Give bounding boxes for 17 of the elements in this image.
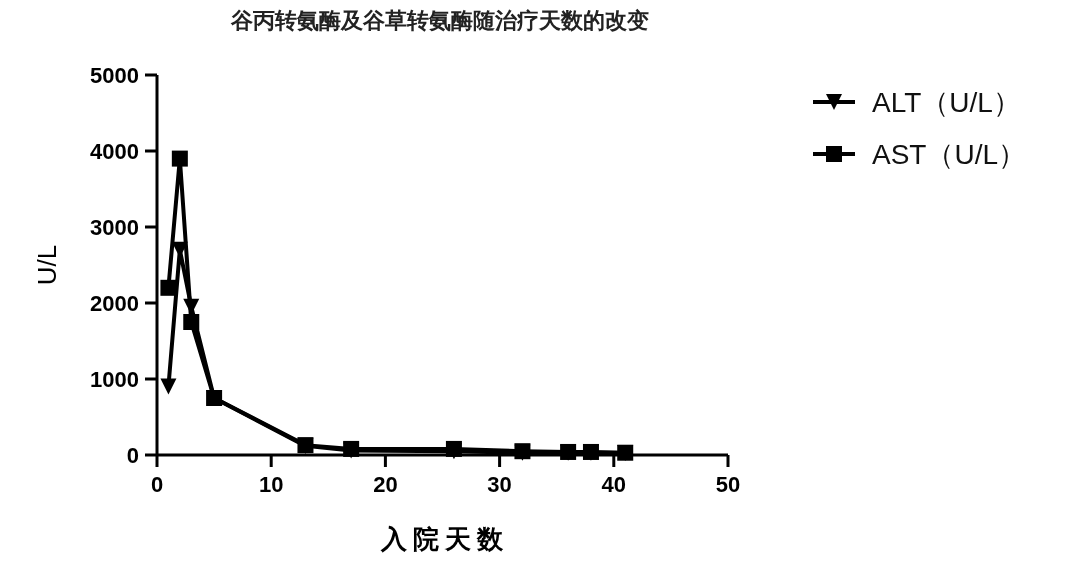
y-tick-label: 2000 xyxy=(90,291,139,316)
legend-label: ALT（U/L） xyxy=(872,87,1021,118)
y-tick-label: 0 xyxy=(126,443,139,468)
x-tick-label: 50 xyxy=(715,472,741,497)
x-tick-label: 20 xyxy=(373,472,398,497)
x-tick-label: 10 xyxy=(258,472,284,497)
x-tick-label: 40 xyxy=(601,472,627,497)
x-tick-label: 30 xyxy=(487,472,512,497)
y-tick-label: 1000 xyxy=(90,367,139,392)
y-tick-label: 5000 xyxy=(90,63,139,88)
x-axis-title: 入院天数 xyxy=(380,524,509,554)
chart-title: 谷丙转氨酶及谷草转氨酶随治疗天数的改变 xyxy=(230,8,649,33)
x-tick-label: 0 xyxy=(150,472,164,497)
y-axis-title: U/L xyxy=(32,244,62,286)
legend-label: AST（U/L） xyxy=(872,139,1027,170)
y-tick-label: 4000 xyxy=(90,139,139,164)
y-tick-label: 3000 xyxy=(90,215,139,240)
